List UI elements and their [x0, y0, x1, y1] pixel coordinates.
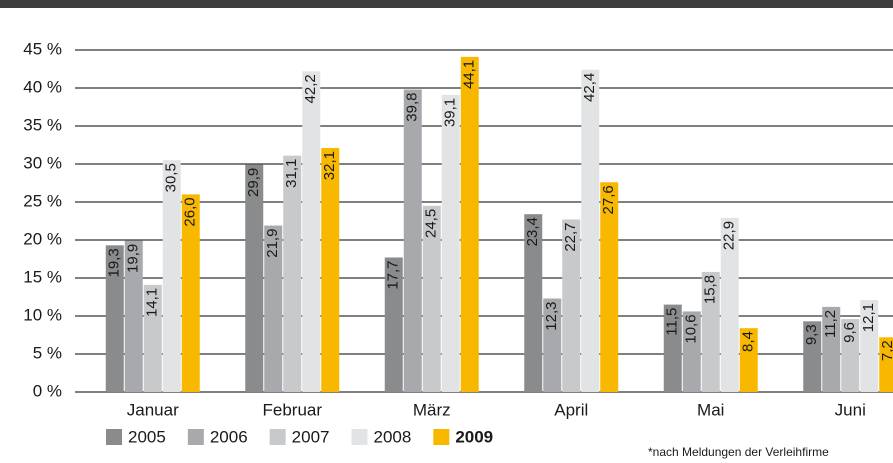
legend-swatch [106, 429, 122, 445]
value-label: 29,9 [245, 168, 262, 197]
bar [321, 148, 340, 392]
bar [384, 257, 403, 392]
legend-swatch [187, 429, 204, 445]
bar [682, 311, 701, 392]
legend-swatch [433, 429, 450, 445]
y-tick-label: 5 % [33, 343, 62, 362]
y-tick-label: 0 % [33, 381, 62, 400]
bar [124, 240, 143, 392]
y-tick-label: 30 % [23, 153, 62, 172]
value-label: 39,8 [404, 93, 421, 122]
bar [600, 182, 619, 392]
value-label: 11,2 [822, 310, 839, 338]
y-tick-label: 25 % [23, 191, 62, 210]
legend-label: 2007 [292, 427, 330, 446]
bar [822, 306, 841, 392]
x-tick-label: April [554, 400, 588, 419]
bar [860, 300, 879, 392]
y-tick-label: 40 % [23, 77, 62, 96]
value-label: 24,5 [423, 209, 440, 238]
value-label: 12,1 [860, 303, 877, 332]
value-label: 12,3 [543, 302, 560, 331]
bar [562, 219, 581, 392]
bar [105, 245, 124, 392]
value-label: 22,7 [562, 222, 579, 251]
value-label: 27,6 [600, 185, 617, 214]
legend-swatch [269, 429, 286, 445]
value-label: 32,1 [321, 151, 338, 180]
y-tick-label: 35 % [23, 115, 62, 134]
bar [245, 164, 264, 392]
legend-swatch [351, 429, 368, 445]
bar [460, 56, 479, 393]
x-tick-label: Juni [835, 400, 866, 419]
bar [181, 194, 200, 392]
bar [403, 89, 422, 393]
value-label: 11,5 [664, 308, 681, 336]
y-tick-label: 45 % [23, 39, 62, 58]
x-tick-label: Mai [697, 400, 724, 419]
value-label: 14,1 [144, 288, 161, 317]
bar [581, 69, 600, 392]
y-tick-label: 10 % [23, 305, 62, 324]
value-label: 9,3 [803, 324, 820, 345]
bar [803, 321, 822, 392]
bar [283, 155, 302, 392]
value-label: 7,2 [879, 340, 893, 361]
bar [543, 298, 562, 392]
title-band [0, 0, 893, 8]
legend-label: 2009 [455, 427, 493, 446]
x-tick-label: Januar [127, 400, 179, 419]
bar [879, 337, 893, 392]
value-label: 19,9 [125, 244, 142, 273]
bar [143, 284, 162, 392]
value-label: 39,1 [442, 98, 459, 127]
value-label: 42,4 [581, 73, 598, 102]
footnote: *nach Meldungen der Verleihfirme [648, 445, 829, 459]
bar [524, 214, 543, 392]
value-label: 23,4 [524, 217, 541, 246]
value-label: 42,2 [302, 74, 319, 103]
value-label: 22,9 [721, 221, 738, 250]
bar [302, 71, 321, 392]
value-label: 10,6 [683, 314, 700, 343]
value-label: 44,1 [461, 60, 478, 89]
grid [75, 49, 893, 393]
value-label: 15,8 [702, 275, 719, 304]
value-label: 26,0 [182, 197, 199, 226]
bar [739, 328, 758, 392]
legend-label: 2008 [373, 427, 411, 446]
value-label: 8,4 [740, 331, 757, 352]
bar [720, 217, 739, 392]
bar [422, 205, 441, 392]
value-label: 9,6 [841, 322, 858, 343]
bar [663, 304, 682, 392]
value-label: 17,7 [385, 260, 402, 289]
bars: 19,3 19,914,1 30,526,0 29,9 21,9 31,1 42,2 32,1… [105, 56, 893, 393]
value-label: 19,3 [106, 248, 123, 277]
bar [264, 225, 283, 392]
x-tick-label: März [413, 400, 451, 419]
value-label: 21,9 [264, 229, 281, 258]
y-tick-label: 15 % [23, 267, 62, 286]
bar [701, 271, 720, 392]
bar [841, 319, 860, 392]
value-label: 30,5 [163, 163, 180, 192]
value-label: 31,1 [283, 159, 300, 188]
y-tick-label: 20 % [23, 229, 62, 248]
x-tick-label: Februar [262, 400, 322, 419]
legend-label: 2006 [210, 427, 248, 446]
legend-label: 2005 [128, 427, 166, 446]
bar [162, 160, 181, 392]
bar [441, 94, 460, 392]
